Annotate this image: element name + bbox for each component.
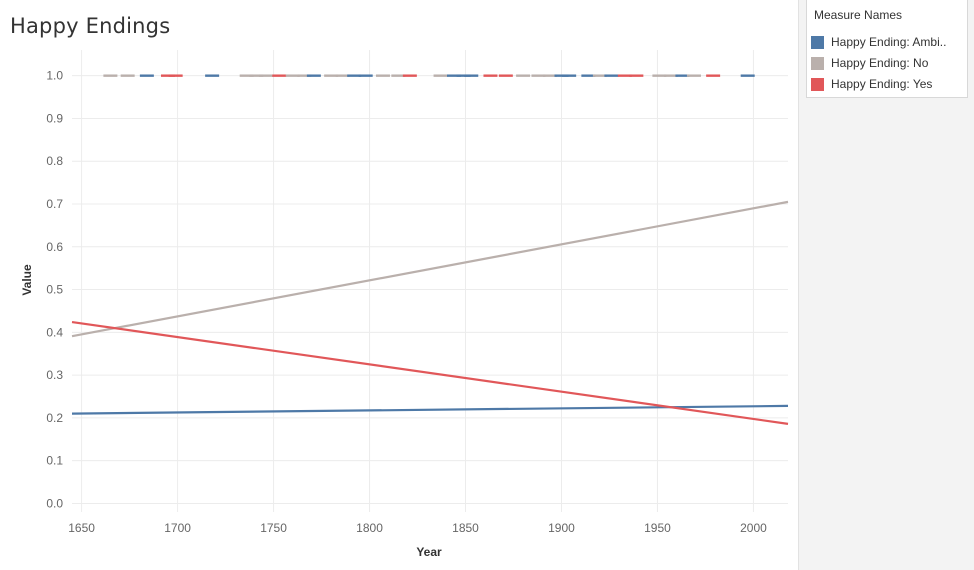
- trend-line[interactable]: [71, 320, 789, 425]
- y-tick-label: 0.4: [46, 325, 63, 339]
- legend-label-no: Happy Ending: No: [831, 56, 929, 70]
- legend-label-yes: Happy Ending: Yes: [831, 77, 933, 91]
- x-axis-title: Year: [416, 545, 442, 559]
- y-tick-label: 1.0: [46, 69, 63, 83]
- chart-title: Happy Endings: [10, 14, 171, 38]
- legend-label-ambiguous: Happy Ending: Ambi..: [831, 35, 947, 49]
- legend-swatch-no: [811, 57, 824, 70]
- x-tick-label: 1750: [260, 521, 287, 535]
- trend-lines[interactable]: [71, 200, 789, 425]
- legend-swatch-ambiguous: [811, 36, 824, 49]
- x-tick-label: 1850: [452, 521, 479, 535]
- y-tick-label: 0.6: [46, 240, 63, 254]
- y-tick-label: 0.5: [46, 283, 63, 297]
- y-tick-label: 0.8: [46, 154, 63, 168]
- y-tick-label: 0.9: [46, 111, 63, 125]
- x-tick-label: 1950: [644, 521, 671, 535]
- y-tick-label: 0.1: [46, 454, 63, 468]
- legend-item-yes[interactable]: Happy Ending: Yes: [811, 77, 965, 93]
- x-tick-label: 1900: [548, 521, 575, 535]
- trend-line[interactable]: [71, 404, 789, 415]
- y-tick-label: 0.3: [46, 368, 63, 382]
- legend-item-no[interactable]: Happy Ending: No: [811, 56, 965, 72]
- y-tick-label: 0.0: [46, 496, 63, 510]
- y-tick-label: 0.7: [46, 197, 63, 211]
- line-chart[interactable]: 0.0 0.1 0.2 0.3 0.4 0.5 0.6 0.7 0.8 0.9 1.0 1650 17…: [0, 0, 798, 570]
- trend-line[interactable]: [71, 200, 789, 338]
- x-tick-label: 1800: [356, 521, 383, 535]
- legend[interactable]: Measure Names Happy Ending: Ambi.. Happy…: [806, 0, 968, 98]
- x-axis-ticks: 1650 1700 1750 1800 1850 1900 1950 2000: [68, 521, 767, 535]
- x-tick-label: 2000: [740, 521, 767, 535]
- y-axis-ticks: 0.0 0.1 0.2 0.3 0.4 0.5 0.6 0.7 0.8 0.9 1.0: [46, 69, 63, 511]
- grid-lines: [72, 50, 788, 512]
- y-axis-title: Value: [20, 264, 34, 296]
- legend-item-ambiguous[interactable]: Happy Ending: Ambi..: [811, 35, 965, 51]
- x-tick-label: 1700: [164, 521, 191, 535]
- legend-swatch-yes: [811, 78, 824, 91]
- x-tick-label: 1650: [68, 521, 95, 535]
- legend-title: Measure Names: [814, 8, 903, 22]
- y-tick-label: 0.2: [46, 411, 63, 425]
